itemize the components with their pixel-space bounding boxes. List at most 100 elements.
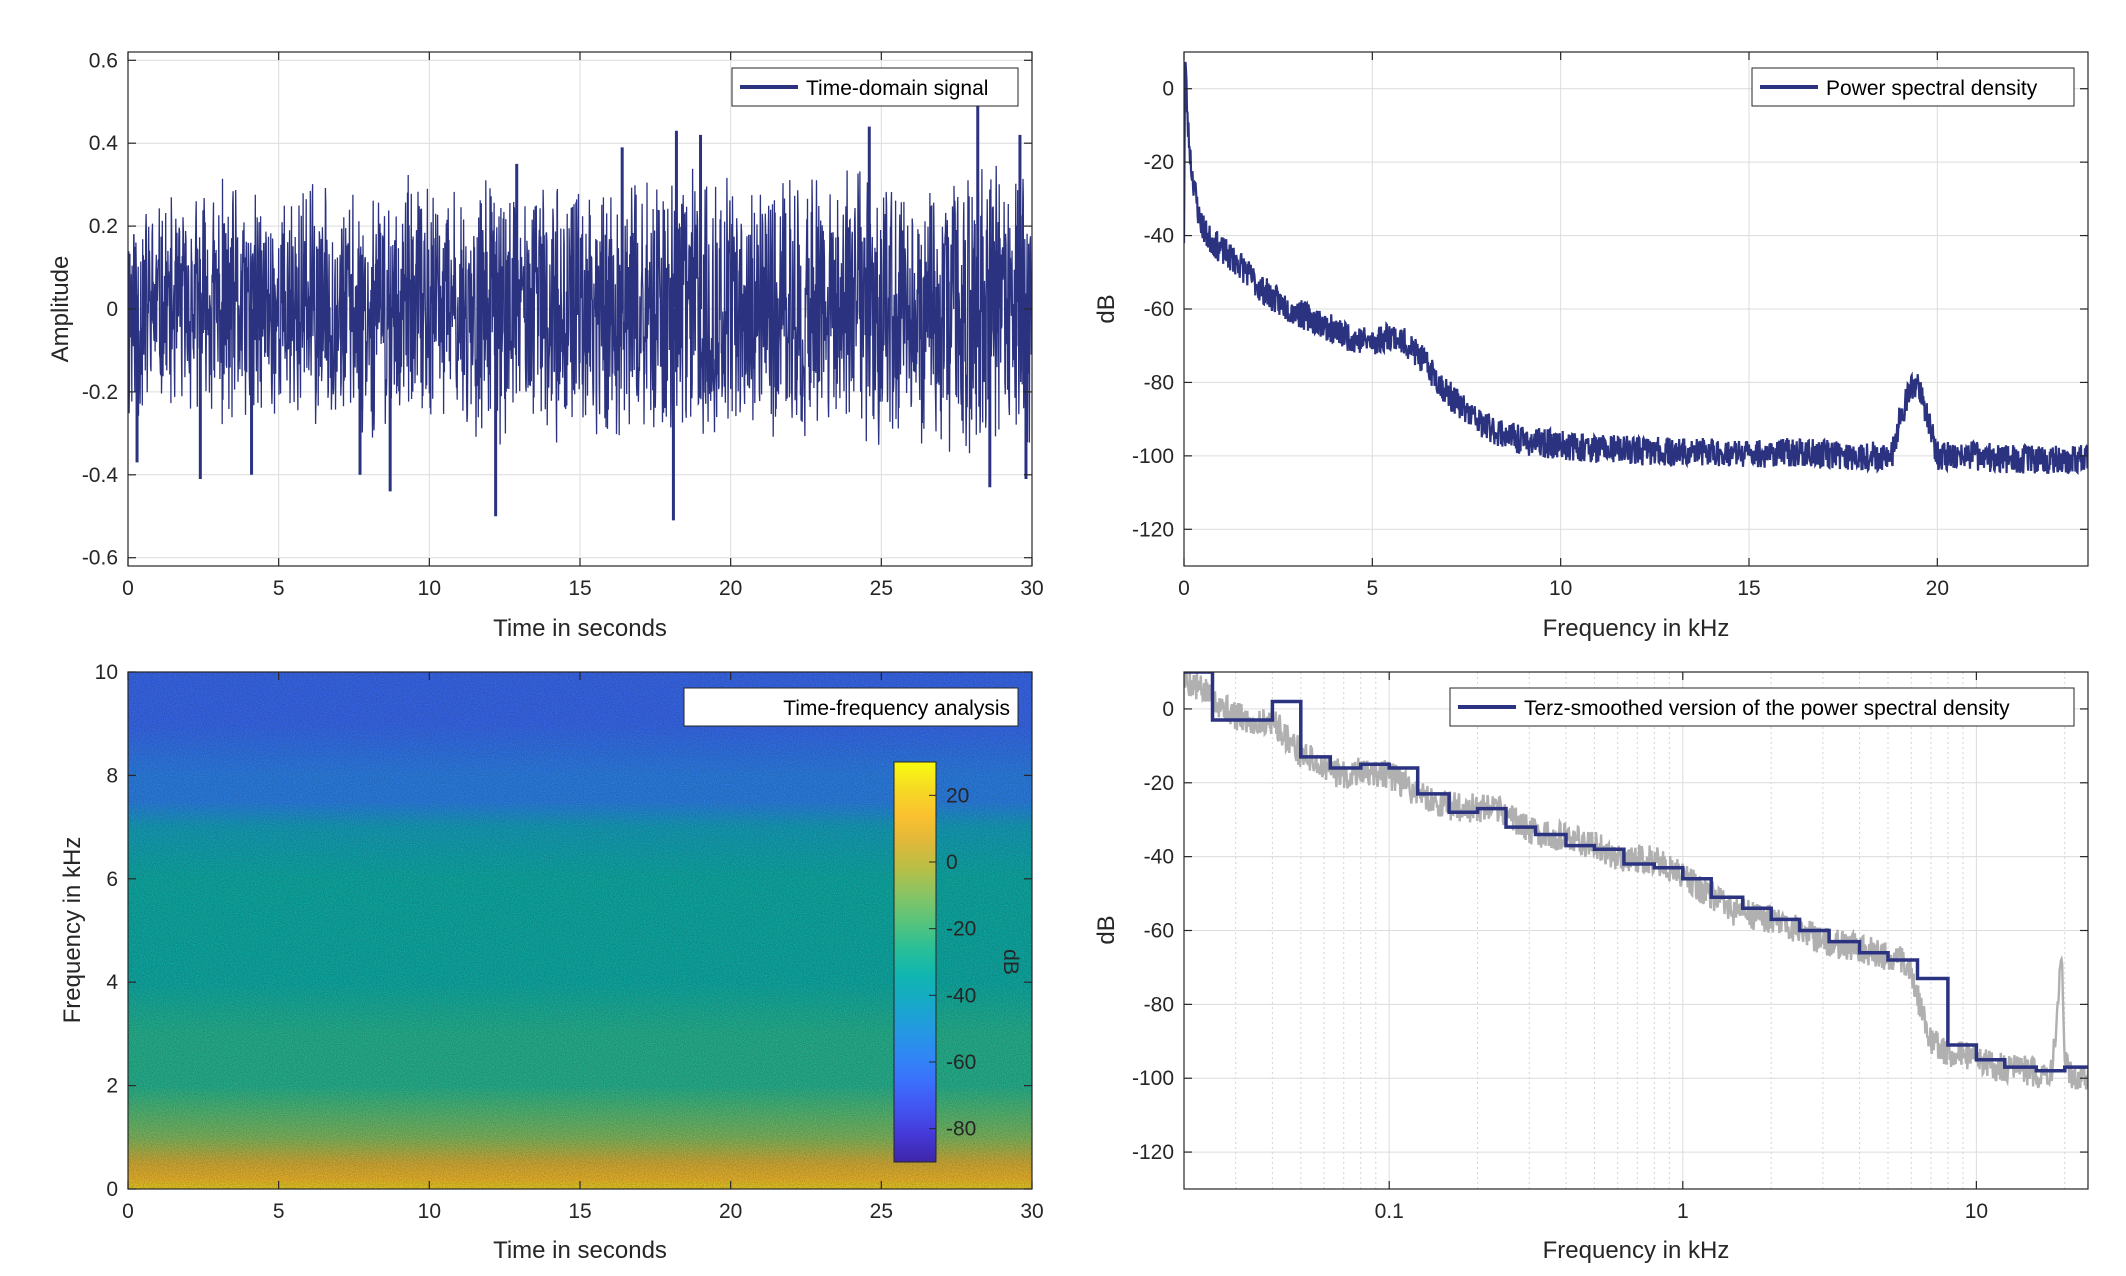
x-tick-label: 5 — [273, 1200, 285, 1223]
x-tick-labels: 0.1 1 10 — [1375, 672, 1988, 1223]
legend: Terz-smoothed version of the power spect… — [1449, 687, 2075, 727]
y-tick-label: 10 — [95, 661, 118, 684]
y-tick-label: 0.4 — [89, 132, 119, 155]
y-tick-labels: 0 -20 -40 -60 -80 -100 -120 — [1132, 698, 2088, 1164]
y-tick-label: 0.6 — [89, 49, 118, 72]
colorbar-label: dB — [999, 949, 1022, 975]
x-tick-label: 0 — [122, 577, 134, 600]
signal-line — [128, 165, 1032, 454]
x-axis-label: Time in seconds — [493, 1237, 667, 1264]
x-tick-label: 0 — [1178, 577, 1190, 600]
x-tick-label: 20 — [1926, 577, 1949, 600]
y-tick-label: -120 — [1132, 1141, 1174, 1164]
x-axis-label: Frequency in kHz — [1543, 1237, 1730, 1264]
y-axis-label: dB — [1093, 915, 1120, 944]
x-tick-label: 25 — [870, 1200, 893, 1223]
legend-entry-time-frequency-analysis: Time-frequency analysis — [783, 697, 1010, 720]
y-tick-label: -60 — [1144, 920, 1174, 943]
psd-marks — [1184, 61, 2088, 475]
legend-box — [683, 687, 1019, 727]
y-tick-label: -0.4 — [82, 464, 119, 487]
terz-marks — [1184, 672, 2088, 1090]
legend-entry-power-spectral-density: Power spectral density — [1826, 77, 2038, 100]
y-tick-labels: -0.6 -0.4 -0.2 0 0.2 0.4 0.6 — [82, 49, 1032, 570]
colorbar-tick-label: -20 — [946, 918, 976, 941]
legend: Power spectral density — [1751, 67, 2075, 107]
x-tick-labels: 0 5 10 15 20 25 30 — [122, 52, 1044, 600]
x-tick-label: 5 — [1366, 577, 1378, 600]
colorbar-tick-label: -40 — [946, 984, 976, 1007]
legend-entry-time-domain-signal: Time-domain signal — [806, 77, 988, 100]
x-tick-label: 15 — [568, 577, 591, 600]
spectrogram-panel: 0 5 10 15 20 25 30 0 2 4 6 8 10 Time in seconds Fre… — [59, 661, 1044, 1264]
y-tick-label: 0 — [1162, 78, 1174, 101]
x-tick-label: 1 — [1677, 1200, 1689, 1223]
grid — [1184, 52, 2088, 566]
x-axis-label: Time in seconds — [493, 615, 667, 642]
colorbar-ticks: 20 0 -20 -40 -60 -80 — [929, 784, 976, 1141]
x-tick-label: 15 — [1737, 577, 1760, 600]
y-tick-labels: 0 -20 -40 -60 -80 -100 -120 — [1132, 78, 2088, 541]
x-axis-label: Frequency in kHz — [1543, 615, 1730, 642]
psd-panel: 0 5 10 15 20 0 -20 -40 -60 -80 -100 -120 Frequency… — [1093, 51, 2089, 642]
y-axis-label: Amplitude — [47, 256, 74, 363]
signal-marks — [128, 105, 1032, 521]
y-tick-label: -20 — [1144, 151, 1174, 174]
y-tick-label: -0.6 — [82, 547, 118, 570]
colorbar: 20 0 -20 -40 -60 -80 dB — [893, 761, 1022, 1163]
x-tick-label: 25 — [870, 577, 893, 600]
x-tick-label: 10 — [418, 1200, 441, 1223]
x-tick-labels: 0 5 10 15 20 25 30 — [122, 672, 1044, 1223]
x-tick-label: 0 — [122, 1200, 134, 1223]
y-tick-label: -40 — [1144, 225, 1174, 248]
y-axis-label: dB — [1093, 294, 1120, 323]
colorbar-tick-label: -60 — [946, 1051, 976, 1074]
legend-box — [1751, 67, 2075, 107]
y-tick-label: -20 — [1144, 772, 1174, 795]
y-tick-label: 2 — [106, 1075, 118, 1098]
terz-panel: 0.1 1 10 0 -20 -40 -60 -80 -100 -120 Frequency i… — [1093, 671, 2089, 1264]
y-tick-label: 4 — [106, 971, 118, 994]
y-tick-label: -120 — [1132, 518, 1174, 541]
y-tick-label: -80 — [1144, 371, 1174, 394]
spectrogram-texture — [128, 672, 1032, 1189]
x-tick-label: 15 — [568, 1200, 591, 1223]
x-tick-label: 10 — [418, 577, 441, 600]
legend-box — [1449, 687, 2075, 727]
x-tick-label: 20 — [719, 577, 742, 600]
y-tick-labels: 0 2 4 6 8 10 — [95, 661, 1032, 1201]
y-tick-label: -80 — [1144, 993, 1174, 1016]
x-tick-label: 5 — [273, 577, 285, 600]
y-tick-label: -40 — [1144, 846, 1174, 869]
legend: Time-domain signal — [731, 67, 1019, 107]
y-tick-label: 6 — [106, 868, 118, 891]
colorbar-gradient — [893, 761, 937, 1163]
y-tick-label: -100 — [1132, 445, 1174, 468]
y-tick-label: 0 — [106, 298, 118, 321]
x-tick-label: 0.1 — [1375, 1200, 1404, 1223]
x-tick-label: 30 — [1020, 577, 1043, 600]
legend-entry-terz-smoothed: Terz-smoothed version of the power spect… — [1524, 697, 2010, 720]
time-domain-panel: 0 5 10 15 20 25 30 -0.6 -0.4 -0.2 0 0.2 0.4 0.6 Time… — [47, 49, 1044, 642]
y-tick-label: 0.2 — [89, 215, 118, 238]
x-tick-label: 10 — [1549, 577, 1572, 600]
legend: Time-frequency analysis — [683, 687, 1019, 727]
x-tick-label: 30 — [1020, 1200, 1043, 1223]
y-tick-label: -0.2 — [82, 381, 118, 404]
colorbar-tick-label: -80 — [946, 1118, 976, 1141]
y-axis-label: Frequency in kHz — [59, 837, 86, 1024]
raw-psd-line — [1184, 672, 2088, 1090]
x-tick-label: 20 — [719, 1200, 742, 1223]
x-tick-label: 10 — [1965, 1200, 1988, 1223]
y-tick-label: -60 — [1144, 298, 1174, 321]
terz-smoothed-line — [1184, 672, 2088, 1073]
y-tick-label: -100 — [1132, 1067, 1174, 1090]
y-tick-label: 0 — [106, 1178, 118, 1201]
y-tick-label: 8 — [106, 764, 118, 787]
colorbar-tick-label: 20 — [946, 784, 969, 807]
x-tick-labels: 0 5 10 15 20 — [1178, 52, 1949, 600]
colorbar-tick-label: 0 — [946, 851, 958, 874]
psd-line — [1184, 61, 2088, 475]
y-tick-label: 0 — [1162, 698, 1174, 721]
